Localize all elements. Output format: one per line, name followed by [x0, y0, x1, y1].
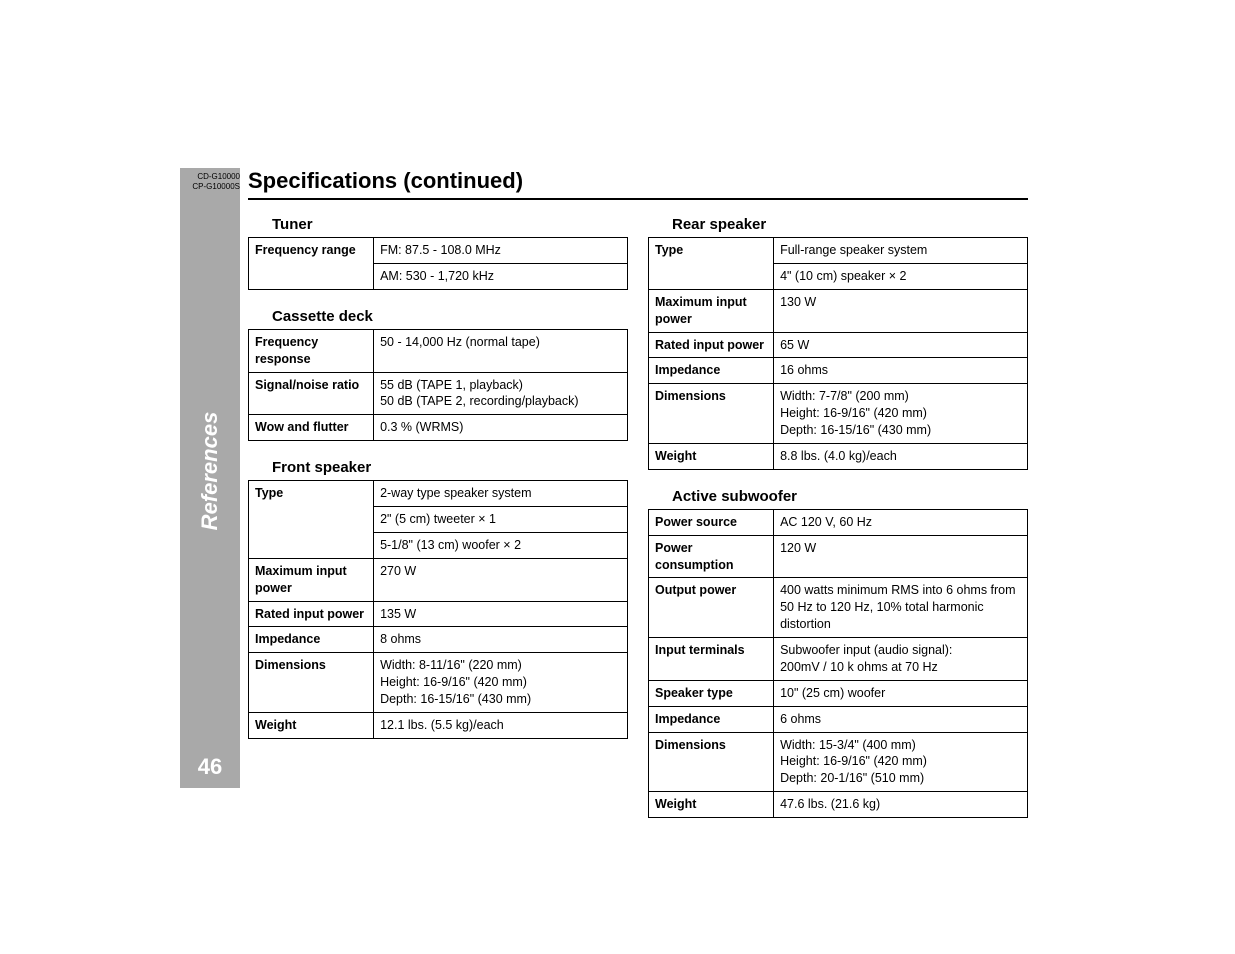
spec-label: Impedance [649, 358, 774, 384]
page-title: Specifications (continued) [248, 168, 1028, 200]
section-title-subwoofer: Active subwoofer [672, 488, 1028, 505]
spec-value: 55 dB (TAPE 1, playback)50 dB (TAPE 2, r… [374, 372, 628, 415]
spec-value: Subwoofer input (audio signal):200mV / 1… [774, 638, 1028, 681]
spec-value: Width: 8-11/16" (220 mm)Height: 16-9/16"… [374, 653, 628, 713]
spec-label: Wow and flutter [249, 415, 374, 441]
spec-value: 6 ohms [774, 706, 1028, 732]
spec-value: Width: 15-3/4" (400 mm)Height: 16-9/16" … [774, 732, 1028, 792]
spec-label: Dimensions [649, 732, 774, 792]
spec-value: 0.3 % (WRMS) [374, 415, 628, 441]
page-number: 46 [198, 754, 222, 780]
spec-value: 130 W [774, 289, 1028, 332]
columns: Tuner Frequency rangeFM: 87.5 - 108.0 MH… [248, 216, 1028, 822]
cassette-table: Frequency response50 - 14,000 Hz (normal… [248, 329, 628, 441]
rear-speaker-table: TypeFull-range speaker system4" (10 cm) … [648, 237, 1028, 470]
sidebar-tab: References 46 [180, 168, 240, 788]
section-title-front: Front speaker [272, 459, 628, 476]
spec-label: Weight [649, 792, 774, 818]
model-code: CD-G10000 [180, 172, 240, 182]
spec-value: Full-range speaker system [774, 238, 1028, 264]
spec-value: AC 120 V, 60 Hz [774, 509, 1028, 535]
spec-label: Power consumption [649, 535, 774, 578]
spec-value: 8.8 lbs. (4.0 kg)/each [774, 443, 1028, 469]
spec-value: AM: 530 - 1,720 kHz [374, 263, 628, 289]
spec-value: 47.6 lbs. (21.6 kg) [774, 792, 1028, 818]
model-codes: CD-G10000 CP-G10000S [180, 172, 240, 191]
spec-label: Dimensions [249, 653, 374, 713]
spec-label: Type [649, 238, 774, 290]
spec-label: Dimensions [649, 384, 774, 444]
spec-value: 8 ohms [374, 627, 628, 653]
spec-value: 2-way type speaker system [374, 481, 628, 507]
spec-value: 16 ohms [774, 358, 1028, 384]
spec-label: Maximum input power [649, 289, 774, 332]
sidebar-label: References [197, 412, 223, 531]
section-title-rear: Rear speaker [672, 216, 1028, 233]
spec-label: Output power [649, 578, 774, 638]
spec-label: Maximum input power [249, 558, 374, 601]
spec-value: 4" (10 cm) speaker × 2 [774, 263, 1028, 289]
spec-label: Frequency range [249, 238, 374, 290]
spec-value: 12.1 lbs. (5.5 kg)/each [374, 712, 628, 738]
spec-value: 120 W [774, 535, 1028, 578]
spec-label: Type [249, 481, 374, 559]
spec-value: 10" (25 cm) woofer [774, 680, 1028, 706]
section-title-tuner: Tuner [272, 216, 628, 233]
tuner-table: Frequency rangeFM: 87.5 - 108.0 MHzAM: 5… [248, 237, 628, 290]
spec-label: Rated input power [649, 332, 774, 358]
spec-label: Weight [249, 712, 374, 738]
spec-value: Width: 7-7/8" (200 mm)Height: 16-9/16" (… [774, 384, 1028, 444]
spec-label: Weight [649, 443, 774, 469]
spec-value: 65 W [774, 332, 1028, 358]
model-code: CP-G10000S [180, 182, 240, 192]
spec-value: 5-1/8" (13 cm) woofer × 2 [374, 532, 628, 558]
spec-label: Impedance [649, 706, 774, 732]
spec-label: Impedance [249, 627, 374, 653]
spec-value: 400 watts minimum RMS into 6 ohms from 5… [774, 578, 1028, 638]
subwoofer-table: Power sourceAC 120 V, 60 HzPower consump… [648, 509, 1028, 818]
spec-label: Rated input power [249, 601, 374, 627]
spec-label: Speaker type [649, 680, 774, 706]
right-column: Rear speaker TypeFull-range speaker syst… [648, 216, 1028, 822]
section-title-cassette: Cassette deck [272, 308, 628, 325]
spec-label: Power source [649, 509, 774, 535]
front-speaker-table: Type2-way type speaker system2" (5 cm) t… [248, 480, 628, 739]
spec-value: 270 W [374, 558, 628, 601]
spec-value: 2" (5 cm) tweeter × 1 [374, 507, 628, 533]
left-column: Tuner Frequency rangeFM: 87.5 - 108.0 MH… [248, 216, 628, 822]
spec-value: 50 - 14,000 Hz (normal tape) [374, 329, 628, 372]
spec-label: Input terminals [649, 638, 774, 681]
spec-value: FM: 87.5 - 108.0 MHz [374, 238, 628, 264]
spec-label: Frequency response [249, 329, 374, 372]
spec-label: Signal/noise ratio [249, 372, 374, 415]
content-area: Specifications (continued) Tuner Frequen… [248, 168, 1028, 822]
spec-value: 135 W [374, 601, 628, 627]
